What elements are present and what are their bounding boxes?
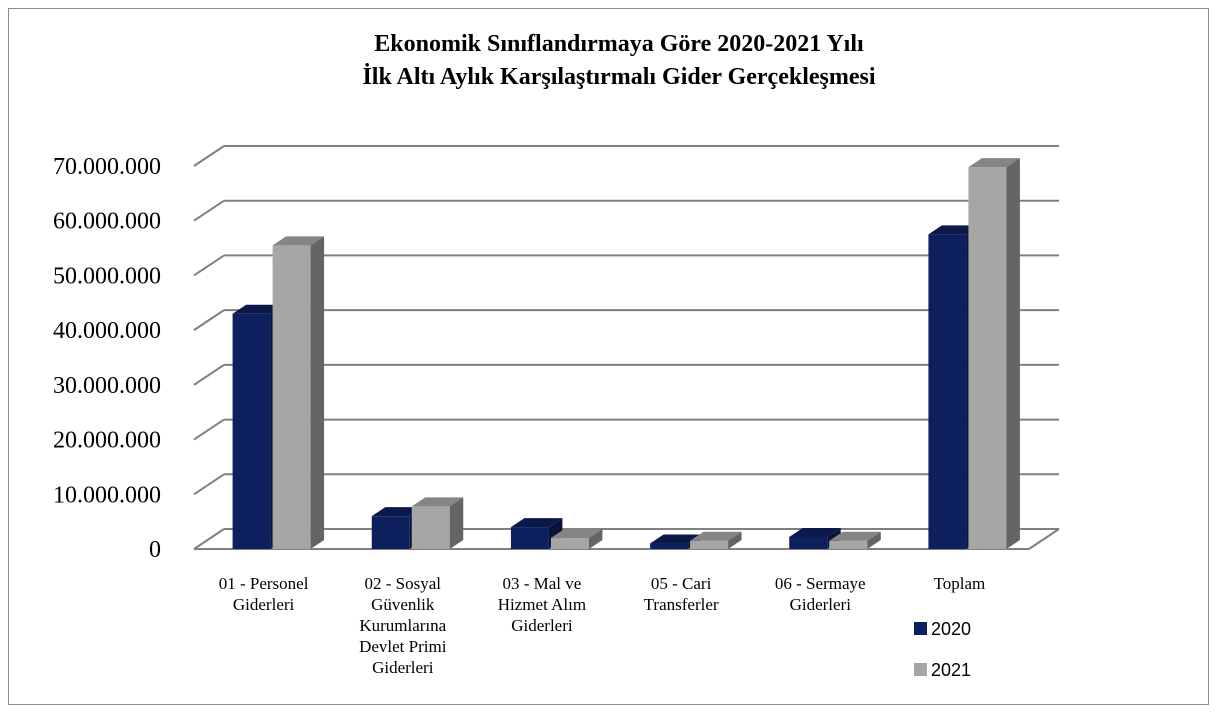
legend-item-2020: 2020 <box>914 619 971 639</box>
gridline <box>193 363 1059 386</box>
bar-chart: Ekonomik Sınıflandırmaya Göre 2020-2021 … <box>53 31 1060 680</box>
y-tick-label: 40.000.000 <box>53 318 161 344</box>
chart-title: Ekonomik Sınıflandırmaya Göre 2020-2021 … <box>374 31 864 57</box>
legend-label: 2020 <box>931 619 971 639</box>
gridline <box>193 145 1059 167</box>
x-category-label: Toplam <box>934 574 986 593</box>
chart-frame: Ekonomik Sınıflandırmaya Göre 2020-2021 … <box>8 8 1209 705</box>
x-category-label: 01 - Personel Giderleri <box>219 574 309 614</box>
y-tick-label: 20.000.000 <box>53 428 161 454</box>
legend-swatch <box>914 663 927 676</box>
y-tick-label: 50.000.000 <box>53 263 161 289</box>
gridlines <box>193 145 1060 550</box>
x-axis-categories: 01 - Personel Giderleri 02 - Sosyal Güvenli… <box>219 574 986 677</box>
gridline <box>193 309 1059 331</box>
y-tick-label: 0 <box>149 537 161 563</box>
chart-subtitle: İlk Altı Aylık Karşılaştırmalı Gider Ger… <box>362 64 875 90</box>
y-tick-label: 70.000.000 <box>53 154 161 180</box>
x-category-label: 02 - Sosyal Güvenlik Kurumlarına Devlet Pri… <box>359 574 447 677</box>
legend: 2020 2021 <box>914 619 971 680</box>
y-tick-label: 10.000.000 <box>53 482 161 508</box>
bar-2021 <box>550 529 603 549</box>
gridline <box>193 199 1059 222</box>
bar-2021 <box>968 158 1020 549</box>
gridline <box>193 254 1059 277</box>
floor <box>194 528 1060 550</box>
legend-item-2021: 2021 <box>914 660 971 680</box>
y-tick-label: 30.000.000 <box>53 373 161 399</box>
y-tick-label: 60.000.000 <box>53 209 161 235</box>
bar-2021 <box>690 531 742 549</box>
gridline <box>193 528 1059 550</box>
x-category-label: 03 - Mal ve Hizmet Alım Giderleri <box>498 574 586 635</box>
bars <box>232 158 1020 550</box>
y-axis-ticks: 0 10.000.000 20.000.000 30.000.000 40.000.00… <box>53 154 161 563</box>
bar-2021 <box>829 531 881 549</box>
legend-label: 2021 <box>931 660 971 680</box>
gridline <box>193 418 1059 441</box>
x-category-label: 05 - Cari Transferler <box>644 574 719 614</box>
bar-2021 <box>272 236 325 550</box>
bar-2021 <box>411 497 464 549</box>
gridline <box>193 473 1059 496</box>
legend-swatch <box>914 622 927 635</box>
x-category-label: 06 - Sermaye Giderleri <box>775 574 866 614</box>
